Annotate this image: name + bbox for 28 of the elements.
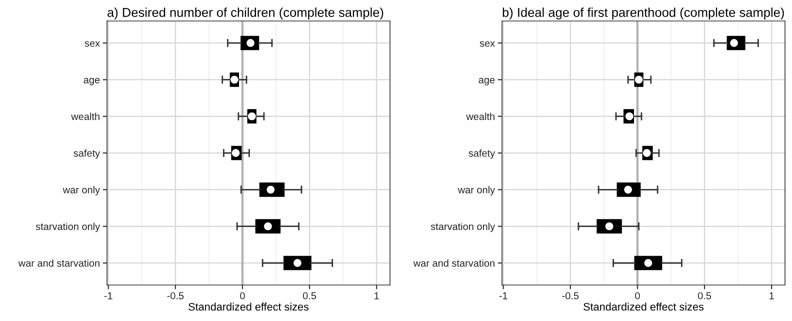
y-tick-label: wealth xyxy=(71,112,100,120)
x-tick-label: 0 xyxy=(635,292,640,300)
chart-title: b) Ideal age of first parenthood (complete sample) xyxy=(502,8,784,20)
x-axis-title: Standardized effect sizes xyxy=(188,302,309,311)
y-tick-label: safety xyxy=(468,149,496,159)
y-tick-label: age xyxy=(84,78,100,86)
y-tick-label: safety xyxy=(74,149,100,159)
y-tick-label: war and starvation xyxy=(413,259,494,267)
y-tick-label: war only xyxy=(62,186,100,196)
y-tick-label: starvation only xyxy=(430,222,496,232)
x-tick-label: 0.5 xyxy=(698,292,712,300)
y-tick-label: starvation only xyxy=(36,222,100,232)
x-tick-label: 1 xyxy=(374,292,379,300)
x-axis-title: Standardized effect sizes xyxy=(584,302,704,311)
y-tick-label: sex xyxy=(84,41,100,47)
y-tick-label: sex xyxy=(480,41,495,47)
x-tick-label: -1 xyxy=(104,292,112,300)
chart-title: a) Desired number of children (complete sample) xyxy=(108,8,384,20)
y-tick-label: age xyxy=(478,78,495,86)
x-tick-label: -1 xyxy=(499,292,508,300)
x-tick-label: -0.5 xyxy=(167,292,184,300)
x-tick-label: -0.5 xyxy=(562,292,579,300)
y-tick-label: wealth xyxy=(466,112,494,120)
y-tick-label: war only xyxy=(458,186,496,196)
x-tick-label: 0.5 xyxy=(302,292,316,300)
x-tick-label: 1 xyxy=(770,292,774,300)
x-tick-label: 0 xyxy=(240,292,245,300)
y-tick-label: war and starvation xyxy=(18,259,100,267)
